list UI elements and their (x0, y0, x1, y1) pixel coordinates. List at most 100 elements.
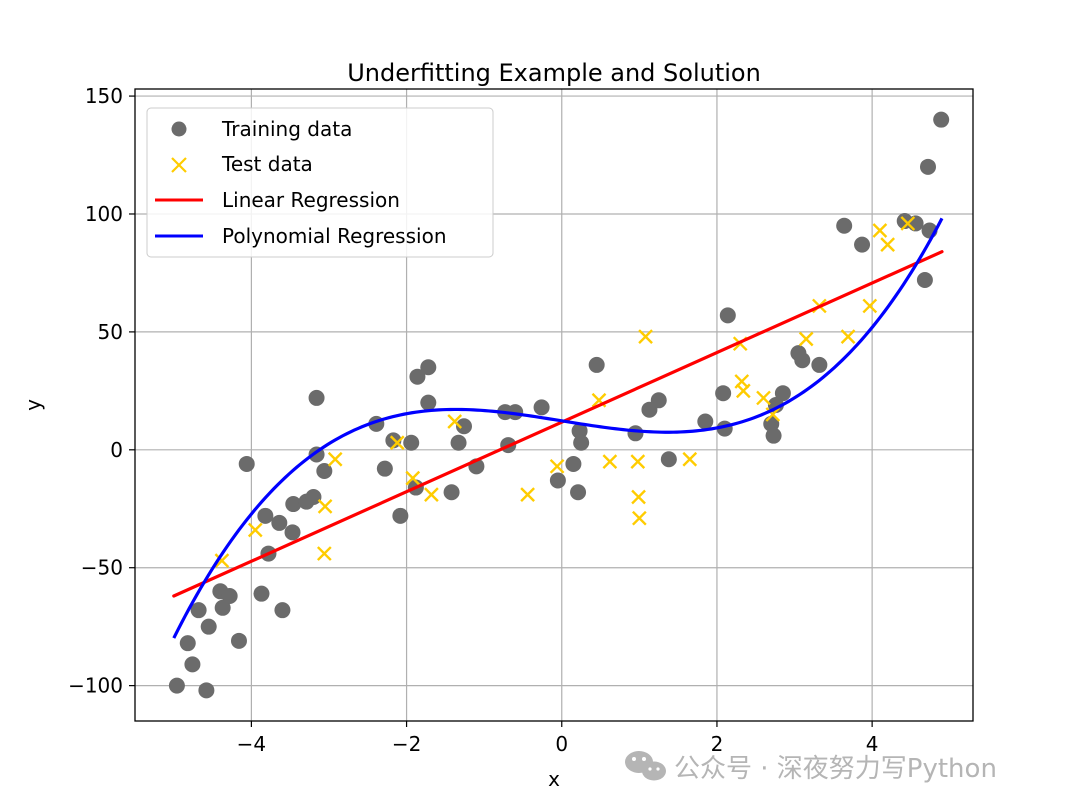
test-point (317, 499, 333, 514)
training-point (715, 385, 732, 402)
y-tick-label: 50 (98, 320, 123, 344)
data-layer (168, 111, 950, 699)
test-point (630, 454, 646, 469)
test-point-stroke (405, 470, 421, 486)
legend-label-training: Training data (221, 117, 352, 141)
training-point (376, 460, 393, 477)
training-point (238, 455, 255, 472)
test-point (520, 487, 535, 502)
legend-marker-training (171, 121, 187, 137)
linear-regression-line (172, 250, 944, 598)
test-point (900, 216, 916, 231)
test-point (247, 522, 263, 538)
test-point-stroke (316, 546, 332, 561)
training-point (533, 399, 550, 416)
test-point (405, 470, 421, 486)
x-tick-label: 2 (711, 732, 724, 756)
test-point-stroke (317, 499, 333, 514)
x-tick-label: 0 (555, 732, 568, 756)
test-point-stroke (630, 454, 646, 469)
training-point (854, 236, 871, 253)
test-point (756, 390, 771, 406)
training-point (933, 111, 950, 128)
test-point (214, 553, 230, 568)
test-point (602, 454, 618, 469)
x-tick-label: 4 (866, 732, 879, 756)
test-point (631, 489, 646, 505)
training-point (565, 455, 582, 472)
legend-box (146, 107, 494, 258)
x-tick-label: −2 (392, 732, 421, 756)
test-point-stroke (900, 216, 916, 231)
training-point (916, 272, 933, 289)
test-point (549, 458, 565, 474)
test-point-stroke (735, 383, 751, 399)
test-point-stroke (247, 522, 263, 538)
test-point-stroke (765, 407, 781, 422)
training-point (198, 682, 215, 699)
training-point (919, 158, 936, 175)
training-point (811, 356, 828, 373)
test-point (638, 329, 653, 344)
test-point-stroke (591, 392, 607, 408)
test-point (327, 451, 343, 467)
test-point (840, 329, 856, 344)
test-point (880, 237, 895, 252)
y-tick-label: −100 (68, 674, 123, 698)
training-point (190, 602, 207, 619)
test-point-stroke (682, 451, 698, 467)
training-point (765, 427, 782, 444)
test-point-stroke (389, 435, 405, 451)
training-point (257, 507, 274, 524)
training-point (420, 394, 437, 411)
test-point-stroke (447, 414, 463, 429)
chart-title: Underfitting Example and Solution (347, 59, 761, 87)
training-point (588, 356, 605, 373)
training-point (570, 484, 587, 501)
training-point (697, 413, 714, 430)
training-point (443, 484, 460, 501)
test-point-stroke (756, 390, 771, 406)
training-point (627, 425, 644, 442)
test-point-stroke (638, 329, 653, 344)
watermark-text: 公众号 · 深夜努力写Python (674, 754, 997, 784)
y-tick-label: 0 (110, 438, 123, 462)
test-point-stroke (214, 553, 230, 568)
training-point (403, 434, 420, 451)
training-point (221, 588, 238, 605)
y-tick-label: −50 (81, 556, 123, 580)
grid (135, 89, 973, 721)
training-point (571, 422, 588, 439)
test-point-stroke (862, 298, 878, 314)
test-point-stroke (520, 487, 535, 502)
test-point-stroke (631, 489, 646, 505)
training-point (420, 359, 437, 376)
training-point (230, 632, 247, 649)
test-point (316, 546, 332, 561)
training-point (455, 418, 472, 435)
test-point-stroke (632, 510, 647, 526)
x-tick-label: −4 (237, 732, 266, 756)
training-point (284, 524, 301, 541)
training-point (392, 507, 409, 524)
test-point-stroke (327, 451, 343, 467)
training-point (285, 496, 302, 513)
wechat-icon (625, 751, 666, 781)
test-point (862, 298, 878, 314)
test-point-stroke (549, 458, 565, 474)
y-tick-label: 150 (85, 84, 123, 108)
test-point-stroke (602, 454, 618, 469)
training-point (305, 488, 322, 505)
test-point (389, 435, 405, 451)
test-point (447, 414, 463, 429)
test-point-stroke (424, 487, 439, 502)
training-point (507, 404, 524, 421)
plot-frame (134, 88, 974, 722)
training-point (409, 368, 426, 385)
ticks: −4 −2 0 2 4 −100 −50 0 50 100 150 (68, 84, 878, 756)
training-point (774, 385, 791, 402)
training-point (650, 392, 667, 409)
legend-label-test: Test data (221, 152, 313, 176)
test-point (872, 223, 888, 238)
training-point (907, 215, 924, 232)
